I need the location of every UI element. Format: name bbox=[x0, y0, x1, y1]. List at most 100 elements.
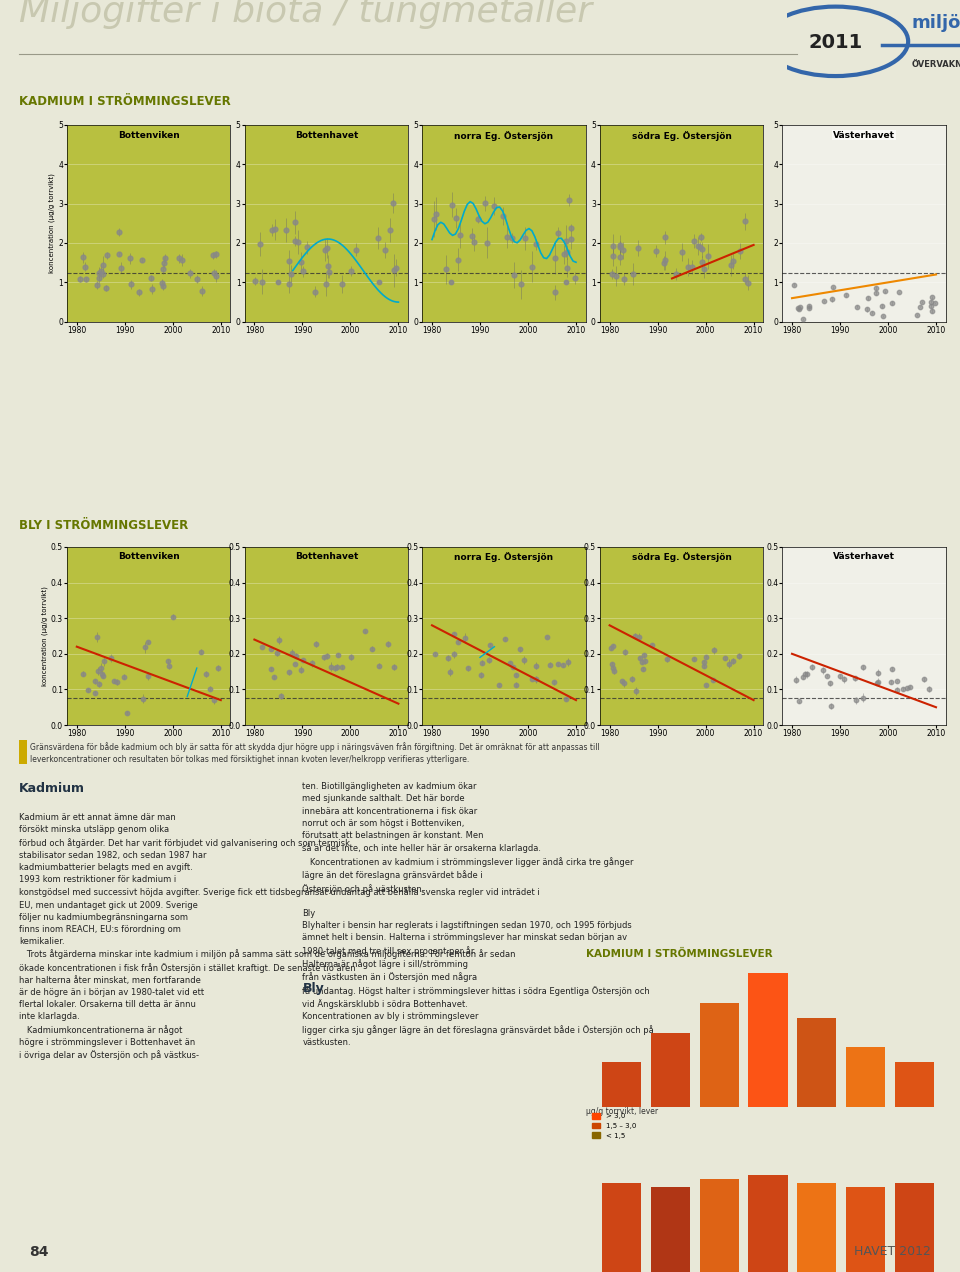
Bar bbox=[602, 1183, 641, 1272]
Point bbox=[913, 296, 928, 317]
Point bbox=[478, 193, 493, 214]
Text: KADMIUM I STRÖMMINGSLEVER: KADMIUM I STRÖMMINGSLEVER bbox=[586, 949, 772, 959]
Point bbox=[632, 627, 647, 647]
Point bbox=[731, 646, 746, 667]
Point bbox=[528, 655, 543, 675]
Point bbox=[674, 242, 689, 262]
Point bbox=[482, 650, 497, 670]
Point bbox=[815, 660, 830, 681]
Point bbox=[123, 275, 138, 295]
Point bbox=[160, 651, 176, 672]
Point bbox=[268, 219, 283, 239]
Point bbox=[859, 299, 875, 319]
Bar bbox=[749, 973, 787, 1107]
Point bbox=[790, 299, 805, 319]
Point bbox=[87, 672, 103, 692]
Point bbox=[111, 223, 127, 243]
Point bbox=[875, 305, 890, 326]
Point bbox=[802, 296, 817, 317]
Point bbox=[281, 273, 297, 294]
Point bbox=[157, 248, 173, 268]
Text: Bly: Bly bbox=[302, 982, 324, 995]
Point bbox=[524, 257, 540, 277]
Point bbox=[832, 667, 848, 687]
Point bbox=[684, 257, 700, 277]
Text: µg/g torrvikt, lever: µg/g torrvikt, lever bbox=[586, 1107, 658, 1117]
Point bbox=[681, 257, 696, 277]
Point bbox=[516, 650, 532, 670]
Point bbox=[795, 667, 810, 687]
Point bbox=[104, 647, 119, 668]
Point bbox=[97, 650, 112, 670]
Point bbox=[722, 654, 737, 674]
Point bbox=[700, 245, 715, 266]
Point bbox=[632, 647, 647, 668]
Point bbox=[560, 242, 575, 262]
Point bbox=[321, 256, 336, 276]
Point bbox=[387, 261, 402, 281]
Point bbox=[524, 669, 540, 689]
Point bbox=[547, 282, 563, 303]
Point bbox=[426, 209, 442, 229]
Point bbox=[889, 679, 904, 700]
Bar bbox=[846, 1047, 885, 1107]
Text: BLY I STRÖMMINGSLEVER: BLY I STRÖMMINGSLEVER bbox=[19, 519, 188, 532]
Point bbox=[324, 656, 339, 677]
Point bbox=[922, 679, 937, 700]
Bar bbox=[602, 1062, 641, 1107]
Point bbox=[860, 287, 876, 308]
Text: Miljögifter i biota / tungmetaller: Miljögifter i biota / tungmetaller bbox=[19, 0, 592, 29]
Point bbox=[94, 261, 109, 281]
Point bbox=[95, 263, 110, 284]
Point bbox=[206, 263, 222, 284]
Y-axis label: koncentration (µg/g torrvikt): koncentration (µg/g torrvikt) bbox=[49, 173, 56, 273]
Bar bbox=[700, 1004, 739, 1107]
Point bbox=[564, 229, 579, 249]
Point bbox=[122, 248, 137, 268]
Point bbox=[630, 238, 645, 258]
Point bbox=[482, 635, 497, 655]
Point bbox=[334, 273, 349, 294]
Point bbox=[795, 309, 810, 329]
Point bbox=[199, 664, 214, 684]
Point bbox=[499, 226, 515, 247]
Bar bbox=[797, 1018, 836, 1107]
Point bbox=[804, 656, 820, 677]
Point bbox=[208, 244, 224, 265]
Point bbox=[100, 245, 115, 266]
Point bbox=[847, 668, 862, 688]
Point bbox=[290, 232, 305, 252]
Point bbox=[542, 655, 558, 675]
Point bbox=[528, 669, 543, 689]
Point bbox=[696, 656, 711, 677]
Point bbox=[448, 207, 464, 228]
Point bbox=[480, 233, 495, 253]
Point bbox=[441, 647, 456, 668]
Point bbox=[269, 644, 284, 664]
Point bbox=[870, 663, 885, 683]
Point bbox=[914, 291, 929, 312]
Point bbox=[161, 656, 177, 677]
Point bbox=[134, 249, 150, 270]
Text: Bottenviken: Bottenviken bbox=[118, 552, 180, 561]
Point bbox=[95, 665, 110, 686]
Point bbox=[884, 293, 900, 313]
Point bbox=[427, 644, 443, 664]
Point bbox=[562, 190, 577, 210]
Point bbox=[293, 252, 308, 272]
Point bbox=[357, 621, 372, 641]
Point bbox=[606, 660, 621, 681]
Point bbox=[900, 678, 915, 698]
Point bbox=[507, 265, 522, 285]
Point bbox=[208, 266, 224, 286]
Point bbox=[706, 640, 721, 660]
Point bbox=[281, 663, 297, 683]
Point bbox=[502, 653, 517, 673]
Point bbox=[924, 287, 939, 308]
Point bbox=[636, 659, 651, 679]
Point bbox=[308, 635, 324, 655]
Text: 2011: 2011 bbox=[808, 33, 863, 52]
Point bbox=[506, 656, 521, 677]
Point bbox=[450, 632, 466, 653]
Point bbox=[849, 691, 864, 711]
